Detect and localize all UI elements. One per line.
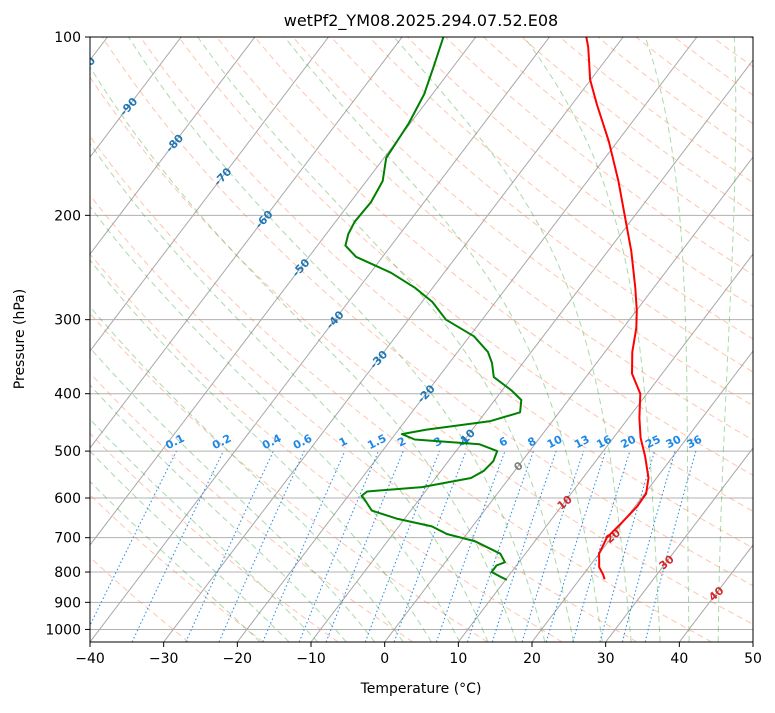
y-tick-label: 500 bbox=[54, 444, 81, 460]
y-axis-label: Pressure (hPa) bbox=[12, 289, 28, 389]
x-tick-label: −30 bbox=[149, 651, 179, 667]
x-tick-label: 40 bbox=[670, 651, 688, 667]
x-tick-label: −20 bbox=[223, 651, 253, 667]
x-tick-label: 20 bbox=[523, 651, 541, 667]
x-tick-label: 50 bbox=[744, 651, 762, 667]
y-tick-label: 900 bbox=[54, 595, 81, 611]
chart-title: wetPf2_YM08.2025.294.07.52.E08 bbox=[284, 11, 558, 31]
y-tick-label: 100 bbox=[54, 30, 81, 46]
y-tick-label: 400 bbox=[54, 387, 81, 403]
x-tick-label: 0 bbox=[380, 651, 389, 667]
x-axis-label: Temperature (°C) bbox=[360, 681, 482, 697]
y-tick-label: 200 bbox=[54, 208, 81, 224]
y-tick-label: 1000 bbox=[45, 622, 81, 638]
y-tick-label: 700 bbox=[54, 531, 81, 547]
x-tick-label: −10 bbox=[296, 651, 326, 667]
y-tick-label: 600 bbox=[54, 491, 81, 507]
y-tick-label: 300 bbox=[54, 313, 81, 329]
y-tick-label: 800 bbox=[54, 565, 81, 581]
x-tick-label: 10 bbox=[449, 651, 467, 667]
x-tick-label: −40 bbox=[75, 651, 105, 667]
x-tick-label: 30 bbox=[597, 651, 615, 667]
